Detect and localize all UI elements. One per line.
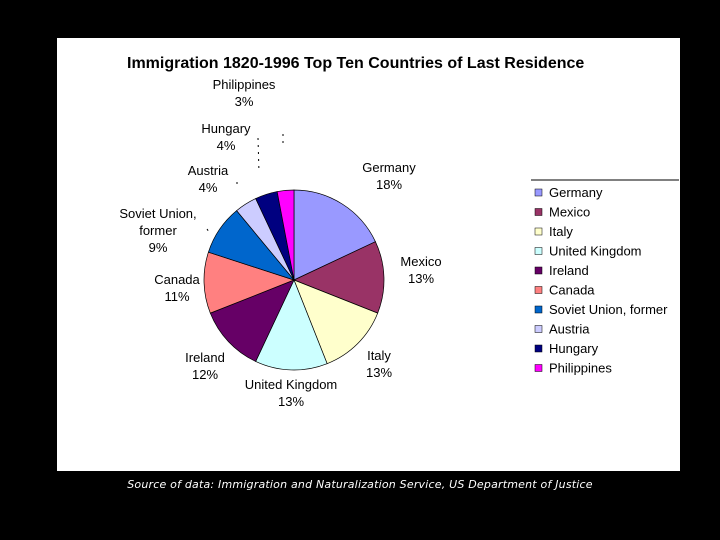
legend-swatch-ireland [534, 266, 543, 275]
slice-philippines [276, 189, 295, 281]
legend-label-united-kingdom: United Kingdom [549, 244, 642, 259]
legend-label-austria: Austria [549, 322, 590, 337]
pie-slices [203, 189, 385, 371]
source-note: Source of data: Immigration and Naturali… [127, 478, 593, 491]
data-label-mexico: Mexico 13% [400, 254, 441, 286]
slice-italy [293, 279, 379, 365]
data-label-austria: Austria 4% [188, 163, 229, 195]
leader-line-hungary [257, 137, 260, 174]
legend-label-soviet-union-former: Soviet Union, former [549, 302, 668, 317]
leader-line-soviet-union-former [206, 228, 210, 233]
data-label-germany: Germany 18% [362, 160, 416, 192]
data-label-soviet-union-former: Soviet Union, former 9% [119, 206, 196, 255]
legend-swatch-austria [534, 325, 543, 333]
legend-swatch-soviet-union-former [534, 305, 543, 314]
leader-lines [206, 134, 284, 233]
data-label-hungary: Hungary 4% [201, 121, 251, 153]
legend: Germany Mexico Italy United Kingdom Ireland C… [531, 179, 679, 376]
legend-swatch-hungary [534, 344, 543, 353]
legend-label-germany: Germany [549, 185, 603, 200]
slice-mexico [293, 241, 385, 314]
chart-title: Immigration 1820-1996 Top Ten Countries … [127, 55, 584, 72]
legend-label-mexico: Mexico [549, 205, 590, 220]
data-label-canada: Canada 11% [154, 272, 200, 304]
legend-label-italy: Italy [549, 224, 573, 239]
legend-swatch-philippines [534, 364, 543, 372]
slice-united-kingdom [255, 279, 328, 371]
legend-swatch-canada [534, 286, 543, 294]
legend-swatch-germany [534, 188, 543, 197]
data-label-philippines: Philippines 3% [213, 77, 276, 109]
slice-germany [293, 189, 376, 281]
legend-label-canada: Canada [549, 283, 595, 298]
legend-label-ireland: Ireland [549, 263, 589, 278]
legend-label-philippines: Philippines [549, 361, 612, 376]
data-label-ireland: Ireland 12% [185, 350, 225, 382]
legend-swatch-mexico [534, 208, 543, 216]
legend-swatch-italy [534, 227, 543, 236]
slice-ireland [209, 279, 295, 362]
chart-panel: Immigration 1820-1996 Top Ten Countries … [57, 38, 680, 471]
legend-label-hungary: Hungary [549, 341, 599, 356]
data-label-italy: Italy 13% [366, 348, 392, 380]
legend-swatch-united-kingdom [534, 247, 543, 255]
slice-labels: Germany 18% Mexico 13% Italy 13% United Kingdo… [119, 77, 441, 409]
pie-chart: Immigration 1820-1996 Top Ten Countries … [119, 55, 679, 409]
data-label-united-kingdom: United Kingdom 13% [245, 377, 338, 409]
